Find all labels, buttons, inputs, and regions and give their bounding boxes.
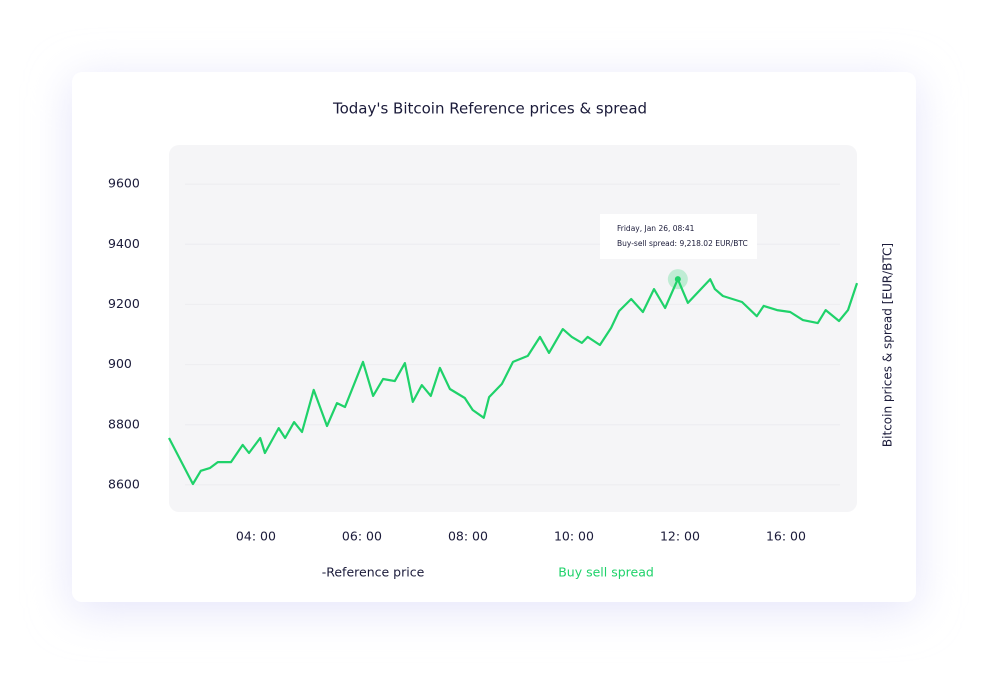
y-tick-label: 9600: [108, 176, 140, 191]
x-tick-label: 06: 00: [342, 529, 382, 544]
highlight-point: [674, 276, 681, 283]
x-tick-label: 04: 00: [236, 529, 276, 544]
x-tick-label: 10: 00: [554, 529, 594, 544]
y-tick-label: 900: [108, 356, 132, 371]
y-tick-label: 8800: [108, 416, 140, 431]
y-axis-label: Bitcoin prices & spread [EUR/BTC]: [881, 243, 895, 447]
tooltip-text: Buy-sell spread: 9,218.02 EUR/BTC: [617, 239, 748, 248]
x-tick-label: 16: 00: [766, 529, 806, 544]
legend-label: -Reference price: [322, 565, 425, 580]
y-tick-label: 9200: [108, 296, 140, 311]
legend-label: Buy sell spread: [558, 565, 654, 580]
y-tick-label: 8600: [108, 476, 140, 491]
tooltip-box: [600, 214, 757, 259]
y-tick-label: 9400: [108, 236, 140, 251]
chart-title: Today's Bitcoin Reference prices & sprea…: [332, 100, 647, 118]
tooltip-text: Friday, Jan 26, 08:41: [617, 224, 695, 233]
x-tick-label: 12: 00: [660, 529, 700, 544]
line-series: [168, 278, 859, 486]
x-tick-label: 08: 00: [448, 529, 488, 544]
plot-area: [169, 145, 857, 512]
